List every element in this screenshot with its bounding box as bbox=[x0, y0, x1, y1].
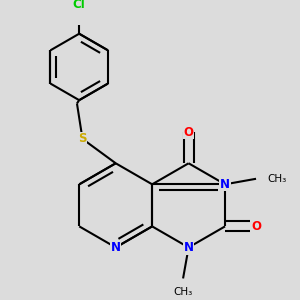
Text: CH₃: CH₃ bbox=[173, 287, 193, 297]
Text: N: N bbox=[111, 241, 121, 254]
Text: O: O bbox=[251, 220, 261, 233]
Text: CH₃: CH₃ bbox=[267, 174, 286, 184]
Text: N: N bbox=[220, 178, 230, 191]
Text: O: O bbox=[184, 126, 194, 139]
Text: Cl: Cl bbox=[73, 0, 85, 11]
Text: S: S bbox=[78, 132, 87, 146]
Text: N: N bbox=[184, 241, 194, 254]
